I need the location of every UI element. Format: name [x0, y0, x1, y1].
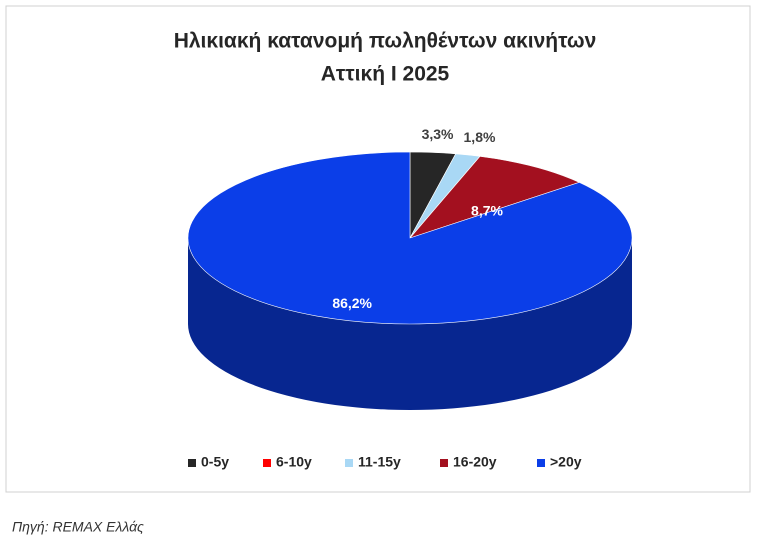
- source-note: Πηγή: REMAX Ελλάς: [12, 519, 144, 535]
- legend-swatch: [263, 459, 271, 467]
- data-label: 1,8%: [464, 129, 496, 145]
- legend-label: 16-20y: [453, 454, 497, 470]
- legend-swatch: [537, 459, 545, 467]
- pie-slice: [187, 151, 633, 325]
- pie-slice: [409, 156, 581, 239]
- legend-label: 11-15y: [358, 454, 401, 470]
- legend-label: 0-5y: [201, 454, 229, 470]
- legend-swatch: [440, 459, 448, 467]
- chart-subtitle: Αττική Ι 2025: [321, 63, 450, 86]
- legend-swatch: [345, 459, 353, 467]
- legend-swatch: [188, 459, 196, 467]
- legend-label: 6-10y: [276, 454, 312, 470]
- legend-label: >20y: [550, 454, 582, 470]
- data-label: 86,2%: [332, 295, 372, 311]
- data-label: 3,3%: [422, 126, 454, 142]
- chart-title: Ηλικιακή κατανομή πωληθέντων ακινήτων: [174, 30, 597, 53]
- data-label: 8,7%: [471, 203, 503, 219]
